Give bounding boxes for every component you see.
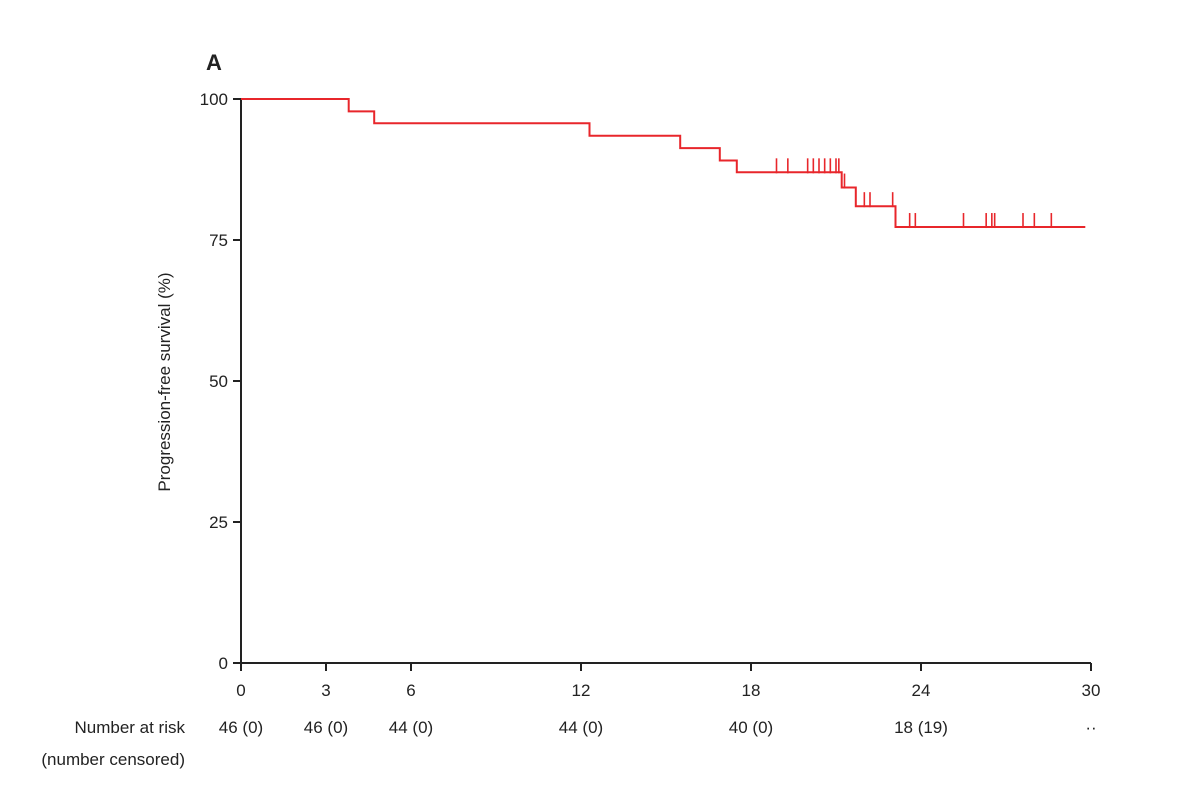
x-tick-label: 3 [321,681,330,700]
y-tick-label: 0 [219,654,228,673]
y-tick-label: 100 [200,90,228,109]
y-axis-label: Progression-free survival (%) [155,272,174,491]
x-tick-label: 30 [1082,681,1101,700]
risk-table: Number at risk (number censored) 46 (0) 4… [41,718,1096,769]
risk-label-line2: (number censored) [41,750,185,769]
y-tick-label: 25 [209,513,228,532]
risk-value: 46 (0) [219,718,263,737]
risk-value: 46 (0) [304,718,348,737]
risk-value: 40 (0) [729,718,773,737]
x-tick-label: 24 [912,681,931,700]
risk-value: 44 (0) [559,718,603,737]
x-tick-label: 12 [572,681,591,700]
survival-curve [241,98,1086,228]
panel-label: A [206,50,222,75]
y-tick-label: 50 [209,372,228,391]
risk-value: ·· [1085,718,1096,737]
x-tick-label: 6 [406,681,415,700]
risk-value: 44 (0) [389,718,433,737]
axes [240,99,1091,664]
x-tick-label: 18 [742,681,761,700]
x-ticks: 0 3 6 12 18 24 30 [236,663,1100,700]
censor-marks [775,158,1053,229]
risk-value: 18 (19) [894,718,948,737]
y-tick-label: 75 [209,231,228,250]
risk-label-line1: Number at risk [74,718,185,737]
y-ticks: 0 25 50 75 100 [200,90,241,673]
x-tick-label: 0 [236,681,245,700]
survival-curve-group [241,98,1086,228]
